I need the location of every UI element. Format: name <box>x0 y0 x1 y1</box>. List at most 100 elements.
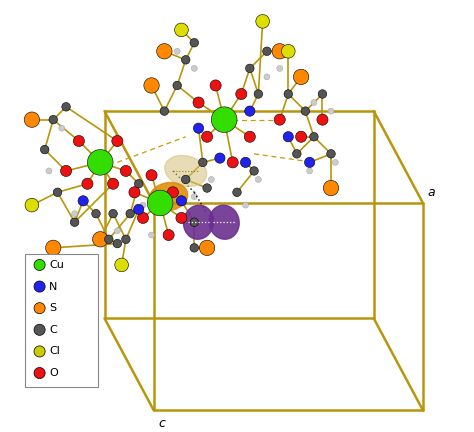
Circle shape <box>129 187 140 198</box>
Circle shape <box>264 74 270 80</box>
Circle shape <box>233 188 241 197</box>
Circle shape <box>176 213 187 223</box>
Circle shape <box>146 170 157 181</box>
Circle shape <box>112 136 123 146</box>
Circle shape <box>210 80 221 91</box>
Circle shape <box>199 158 207 167</box>
Ellipse shape <box>149 182 188 211</box>
Circle shape <box>227 157 238 168</box>
Circle shape <box>113 239 122 248</box>
Circle shape <box>246 64 254 73</box>
Circle shape <box>34 346 45 357</box>
Circle shape <box>137 213 148 223</box>
Circle shape <box>163 229 174 241</box>
Circle shape <box>328 108 334 114</box>
Circle shape <box>34 324 45 335</box>
Text: O: O <box>49 368 58 378</box>
Circle shape <box>70 218 79 226</box>
Circle shape <box>160 107 169 115</box>
Circle shape <box>250 167 258 175</box>
Circle shape <box>193 123 204 133</box>
Circle shape <box>167 187 178 198</box>
Circle shape <box>191 65 197 71</box>
Circle shape <box>307 168 313 174</box>
Circle shape <box>157 44 172 59</box>
Circle shape <box>91 210 100 218</box>
Text: c: c <box>158 416 165 430</box>
Circle shape <box>73 136 84 146</box>
Circle shape <box>332 159 338 165</box>
Circle shape <box>215 153 225 163</box>
Circle shape <box>245 106 255 116</box>
Circle shape <box>34 303 45 314</box>
Circle shape <box>254 90 263 98</box>
Circle shape <box>24 112 40 127</box>
Circle shape <box>317 114 328 125</box>
Text: Cl: Cl <box>49 346 60 356</box>
Circle shape <box>59 125 65 131</box>
Circle shape <box>176 196 187 206</box>
Circle shape <box>283 132 293 142</box>
Circle shape <box>53 188 62 197</box>
Circle shape <box>174 23 188 37</box>
Circle shape <box>25 198 39 212</box>
Circle shape <box>182 56 190 64</box>
Circle shape <box>311 99 317 105</box>
Circle shape <box>310 133 318 141</box>
Circle shape <box>190 218 199 226</box>
Circle shape <box>193 97 204 108</box>
Circle shape <box>105 235 113 244</box>
Circle shape <box>301 107 310 115</box>
Circle shape <box>147 190 173 216</box>
Circle shape <box>296 131 307 142</box>
Circle shape <box>134 204 144 215</box>
Circle shape <box>292 149 301 158</box>
Text: S: S <box>49 303 56 313</box>
Circle shape <box>190 38 199 47</box>
Circle shape <box>255 177 261 182</box>
Circle shape <box>263 47 271 56</box>
Circle shape <box>173 81 182 90</box>
Circle shape <box>293 69 309 85</box>
Circle shape <box>201 131 213 142</box>
FancyBboxPatch shape <box>26 254 98 387</box>
Circle shape <box>323 180 339 196</box>
Circle shape <box>115 258 128 272</box>
Circle shape <box>304 157 315 168</box>
Circle shape <box>211 107 237 133</box>
Circle shape <box>274 114 285 125</box>
Circle shape <box>34 259 45 270</box>
Ellipse shape <box>183 205 214 239</box>
Circle shape <box>244 131 255 142</box>
Circle shape <box>40 145 49 154</box>
Circle shape <box>182 175 190 184</box>
Circle shape <box>108 178 118 189</box>
Circle shape <box>109 210 118 218</box>
Circle shape <box>190 244 199 252</box>
Circle shape <box>140 202 146 208</box>
Circle shape <box>46 168 52 174</box>
Circle shape <box>277 65 283 71</box>
Ellipse shape <box>209 205 239 239</box>
Text: N: N <box>49 282 57 292</box>
Circle shape <box>256 15 270 28</box>
Circle shape <box>34 281 45 292</box>
Circle shape <box>327 149 335 158</box>
Circle shape <box>34 368 45 378</box>
Circle shape <box>87 149 113 175</box>
Circle shape <box>62 102 70 111</box>
Circle shape <box>240 157 251 168</box>
Circle shape <box>122 235 130 244</box>
Circle shape <box>120 165 131 177</box>
Circle shape <box>126 210 135 218</box>
Circle shape <box>209 177 214 182</box>
Circle shape <box>284 90 292 98</box>
Circle shape <box>72 211 78 217</box>
Circle shape <box>135 179 143 188</box>
Circle shape <box>61 165 72 177</box>
Circle shape <box>191 194 197 200</box>
Circle shape <box>46 240 61 256</box>
Circle shape <box>148 232 155 238</box>
Circle shape <box>78 196 88 206</box>
Circle shape <box>114 228 120 234</box>
